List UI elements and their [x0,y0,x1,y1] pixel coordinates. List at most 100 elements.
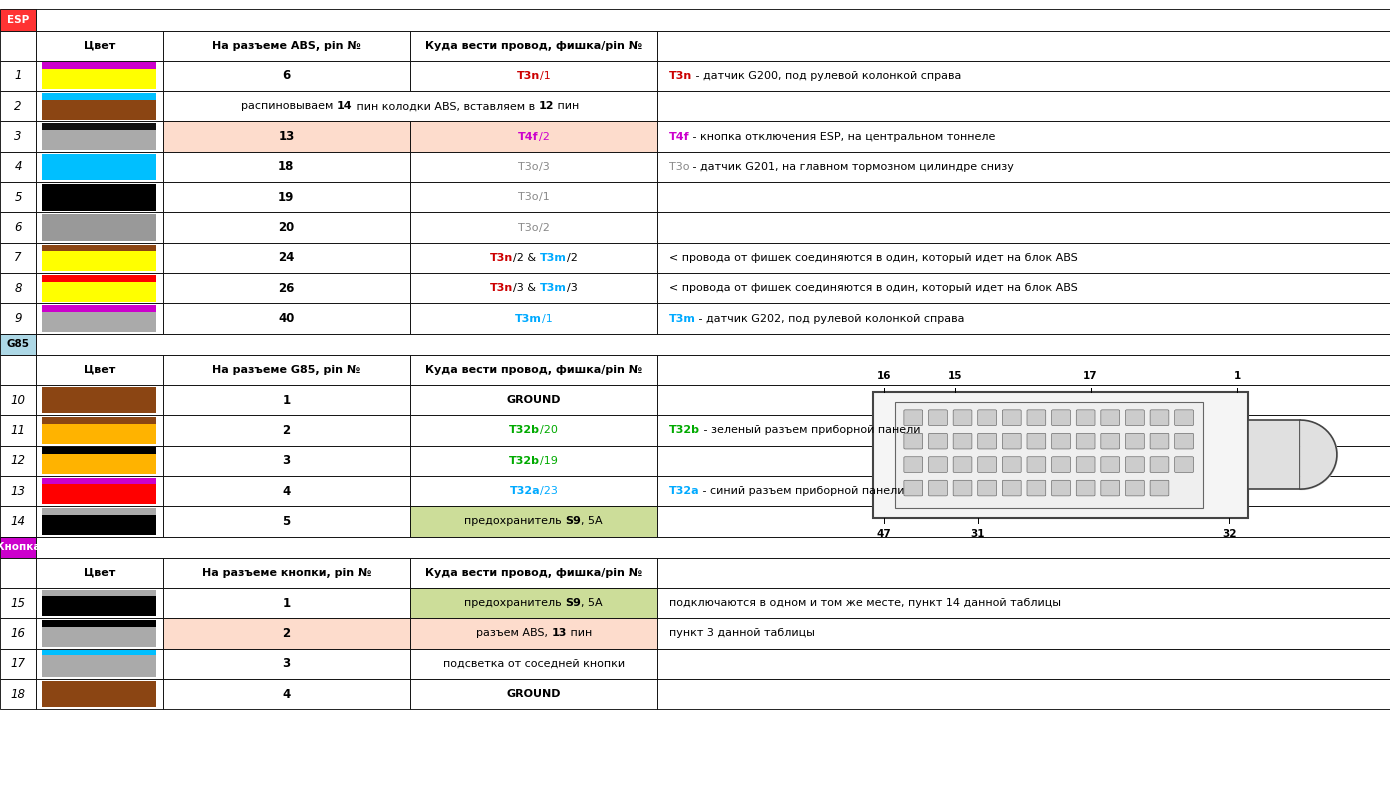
Text: T32b: T32b [509,426,541,436]
Bar [410,415,657,445]
Bar [43,312,156,332]
Bar [0,243,36,273]
Bar [410,476,657,506]
Text: 9: 9 [14,312,22,325]
Bar [657,476,1390,506]
Bar [657,213,1390,243]
Bar [36,61,163,91]
Bar [0,537,36,558]
Bar [657,415,1390,445]
Text: 32: 32 [1222,529,1237,539]
Bar [36,182,163,213]
Bar [43,424,156,444]
FancyBboxPatch shape [1175,410,1194,426]
FancyBboxPatch shape [1052,457,1070,473]
Text: /20: /20 [541,426,559,436]
Bar [410,385,657,415]
Text: - зеленый разъем приборной панели: - зеленый разъем приборной панели [699,426,920,436]
Bar [410,558,657,588]
Bar [36,678,163,709]
Text: разъем ABS,: разъем ABS, [475,628,552,638]
Text: Куда вести провод, фишка/pin №: Куда вести провод, фишка/pin № [425,568,642,578]
Bar [43,305,156,312]
Text: T3o: T3o [518,162,539,172]
Text: Кнопка: Кнопка [0,542,40,552]
Text: 5: 5 [282,515,291,528]
Text: 13: 13 [552,628,567,638]
Text: 2: 2 [282,424,291,437]
Bar [43,123,156,130]
Bar [0,649,36,678]
Bar [410,355,657,385]
Text: 18: 18 [278,161,295,173]
Bar [36,333,1390,355]
Text: /1: /1 [542,314,553,324]
Text: G85: G85 [7,340,29,349]
Text: /3 &: /3 & [513,283,539,293]
Text: 6: 6 [282,69,291,82]
Text: S9: S9 [566,598,581,608]
Text: /3: /3 [567,283,577,293]
Text: T3n: T3n [517,71,539,81]
Bar [410,303,657,333]
FancyBboxPatch shape [1126,433,1144,449]
Text: пин колодки ABS, вставляем в: пин колодки ABS, вставляем в [353,101,538,111]
Bar [43,650,156,655]
FancyBboxPatch shape [1002,433,1022,449]
Bar [36,152,163,182]
Text: 1: 1 [14,69,22,82]
Bar [0,588,36,618]
Bar [36,445,163,476]
Text: , 5А: , 5А [581,516,603,526]
Bar [0,558,36,588]
Text: 40: 40 [278,312,295,325]
Bar [410,588,657,618]
Bar [43,69,156,89]
Bar [410,618,657,649]
Bar [657,121,1390,152]
Bar [43,655,156,677]
Text: T32b: T32b [509,455,541,466]
Bar [0,152,36,182]
Bar [0,415,36,445]
Text: /23: /23 [541,486,557,496]
Bar [410,243,657,273]
Bar [43,589,156,597]
Text: 26: 26 [278,282,295,295]
Bar [163,678,410,709]
Text: Цвет: Цвет [83,568,115,578]
Text: T3o: T3o [669,162,689,172]
Bar [657,91,1390,121]
Text: 6: 6 [14,221,22,234]
Text: 1: 1 [1233,371,1241,381]
Text: T4f: T4f [669,132,689,142]
Bar [43,454,156,474]
Bar [0,213,36,243]
Text: T3o: T3o [518,222,538,232]
Bar [163,476,410,506]
Bar [0,445,36,476]
Text: Цвет: Цвет [83,365,115,375]
Bar [43,244,156,251]
Text: 15: 15 [948,371,963,381]
FancyBboxPatch shape [929,457,948,473]
Bar [43,508,156,515]
Bar [36,415,163,445]
Text: 20: 20 [278,221,295,234]
Bar [163,415,410,445]
Bar [43,478,156,485]
Bar [873,392,1248,518]
FancyBboxPatch shape [977,480,997,496]
Text: 5: 5 [14,191,22,203]
Text: Куда вести провод, фишка/pin №: Куда вести провод, фишка/pin № [425,365,642,375]
Bar [0,273,36,303]
FancyBboxPatch shape [1052,433,1070,449]
Bar [163,385,410,415]
Text: Цвет: Цвет [83,41,115,50]
Bar [657,558,1390,588]
Bar [657,31,1390,61]
Text: 8: 8 [14,282,22,295]
FancyBboxPatch shape [1076,457,1095,473]
Bar [895,403,1204,508]
Text: 18: 18 [11,688,25,701]
